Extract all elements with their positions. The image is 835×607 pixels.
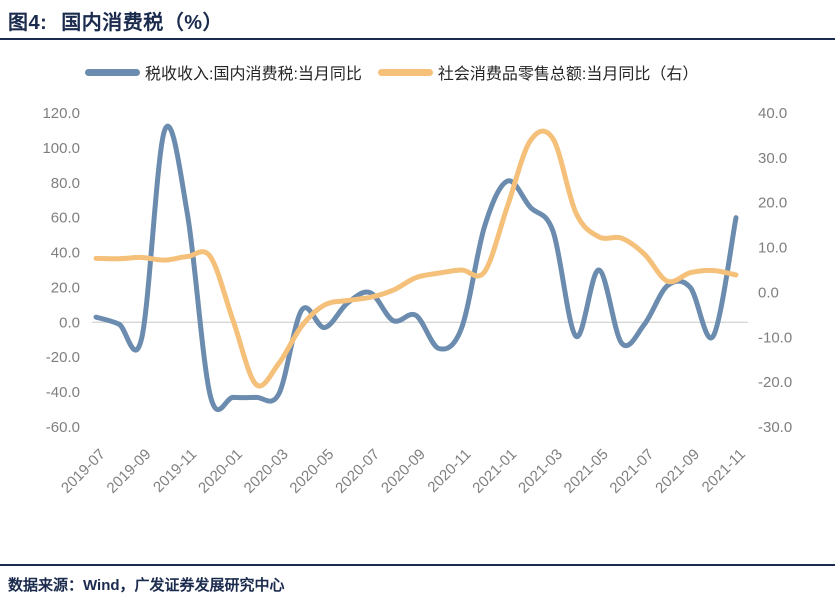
legend-swatch-orange-line bbox=[377, 68, 433, 76]
x-axis-tick-label: 2020-09 bbox=[378, 446, 429, 497]
legend-label-tax: 税收收入:国内消费税:当月同比 bbox=[145, 66, 362, 83]
x-axis-tick-label: 2021-03 bbox=[515, 446, 566, 497]
y-axis-left-tick-label: 0.0 bbox=[59, 314, 80, 331]
figure-number: 图4: bbox=[8, 12, 48, 34]
x-axis-tick-label: 2021-05 bbox=[561, 446, 612, 497]
y-axis-right-tick-label: -20.0 bbox=[758, 374, 792, 391]
legend-swatch-blue-line bbox=[85, 68, 140, 76]
y-axis-left-tick-label: -20.0 bbox=[46, 349, 80, 366]
x-axis-tick-label: 2020-07 bbox=[332, 446, 383, 497]
x-axis-tick-label: 2021-11 bbox=[699, 446, 749, 496]
legend-item-tax: 税收收入:国内消费税:当月同比 bbox=[85, 60, 362, 84]
legend-item-retail: 社会消费品零售总额:当月同比（右） bbox=[377, 60, 699, 84]
series-line-retail-sales bbox=[93, 128, 739, 389]
x-axis-tick-label: 2019-11 bbox=[150, 446, 200, 496]
x-axis-tick-label: 2020-01 bbox=[195, 446, 246, 497]
figure-title-text: 国内消费税（%） bbox=[61, 12, 224, 34]
y-axis-left-tick-label: 20.0 bbox=[51, 279, 80, 296]
x-axis-tick-label: 2021-01 bbox=[469, 446, 520, 497]
y-axis-right-tick-label: 10.0 bbox=[758, 240, 787, 257]
y-axis-right-tick-label: -10.0 bbox=[758, 329, 792, 346]
chart-legend: 税收收入:国内消费税:当月同比 社会消费品零售总额:当月同比（右） bbox=[85, 60, 714, 84]
y-axis-left-tick-label: 80.0 bbox=[51, 175, 80, 192]
y-axis-right-tick-label: -30.0 bbox=[758, 419, 792, 436]
y-axis-left-tick-label: -60.0 bbox=[46, 419, 80, 436]
x-axis-tick-label: 2020-11 bbox=[424, 446, 474, 496]
y-axis-left-tick-label: 40.0 bbox=[51, 245, 80, 262]
header-divider bbox=[0, 38, 835, 40]
x-axis-tick-label: 2019-07 bbox=[58, 446, 109, 497]
data-source-note: 数据来源：Wind，广发证券发展研究中心 bbox=[8, 577, 285, 594]
y-axis-left-tick-label: 120.0 bbox=[42, 105, 80, 122]
x-axis-tick-label: 2019-09 bbox=[104, 446, 155, 497]
footer-divider bbox=[0, 564, 835, 566]
x-axis-tick-label: 2021-09 bbox=[652, 446, 703, 497]
y-axis-left-tick-label: 100.0 bbox=[42, 140, 80, 157]
y-axis-right-tick-label: 20.0 bbox=[758, 195, 787, 212]
series-line-consumption-tax bbox=[93, 123, 739, 413]
y-axis-right-tick-label: 40.0 bbox=[758, 105, 787, 122]
x-axis-tick-label: 2020-03 bbox=[241, 446, 292, 497]
figure-title: 图4: 国内消费税（%） bbox=[8, 6, 223, 35]
y-axis-left-tick-label: 60.0 bbox=[51, 210, 80, 227]
legend-label-retail: 社会消费品零售总额:当月同比（右） bbox=[437, 66, 699, 83]
y-axis-right-tick-label: 30.0 bbox=[758, 150, 787, 167]
x-axis-tick-label: 2021-07 bbox=[606, 446, 657, 497]
y-axis-left-tick-label: -40.0 bbox=[46, 384, 80, 401]
x-axis-tick-label: 2020-05 bbox=[286, 446, 337, 497]
y-axis-right-tick-label: 0.0 bbox=[758, 284, 779, 301]
